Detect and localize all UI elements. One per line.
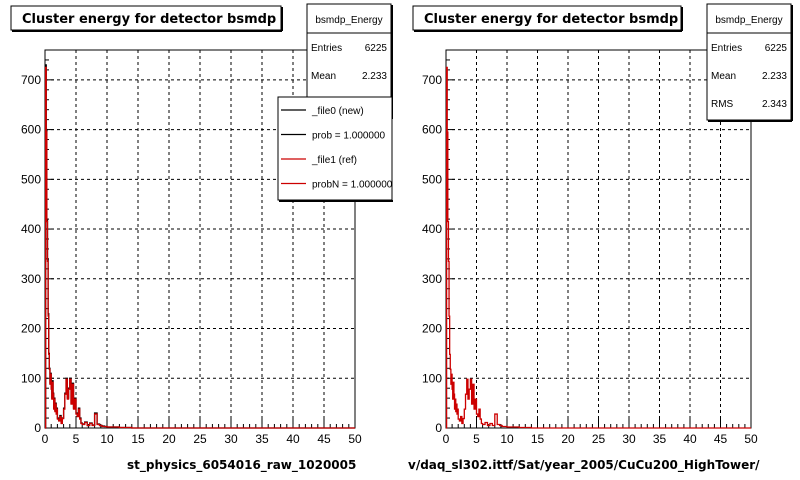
x-tick-label: 50 [348, 432, 362, 446]
x-tick-label: 5 [73, 432, 80, 446]
legend-entries: _file0 (new) prob = 1.000000 _file1 (ref) p… [281, 106, 393, 191]
stats-row-label: Mean [711, 71, 736, 82]
stats-row-value: 2.343 [762, 99, 787, 110]
legend-entry-text: probN = 1.000000 [312, 180, 393, 191]
x-tick-label: 30 [622, 432, 636, 446]
stats-box: bsmdp_Energy Entries 6225 Mean 2.233 RMS 2.343 [706, 3, 793, 122]
left-histogram-panel: Cluster energy for detector bsmdp 0 5 10 15… [10, 3, 393, 473]
histogram-series-line [44, 66, 355, 429]
plot-area: 0 5 10 15 20 25 30 35 40 45 5001002003004005006007… [422, 49, 758, 446]
chart-title: Cluster energy for detector bsmdp [22, 12, 276, 27]
x-tick-label: 15 [131, 432, 145, 446]
x-tick-label: 35 [653, 432, 667, 446]
y-tick-label: 400 [21, 222, 41, 236]
x-tick-label: 20 [162, 432, 176, 446]
y-tick-label: 300 [21, 272, 41, 286]
x-tick-label: 25 [193, 432, 207, 446]
y-tick-label: 600 [422, 123, 442, 137]
x-tick-label: 30 [224, 432, 238, 446]
x-tick-label: 0 [443, 432, 450, 446]
histogram-series-line [445, 66, 751, 429]
x-tick-label: 10 [500, 432, 514, 446]
legend-entry-text: prob = 1.000000 [312, 131, 386, 142]
x-axis-label: v/daq_sl302.ittf/Sat/year_2005/CuCu200_H… [408, 458, 760, 473]
stats-row-label: Mean [311, 71, 336, 82]
y-tick-label: 0 [34, 421, 41, 435]
y-tick-label: 700 [422, 73, 442, 87]
y-tick-label: 0 [435, 421, 442, 435]
x-axis-label: st_physics_6054016_raw_1020005 [127, 458, 356, 473]
x-tick-label: 25 [592, 432, 606, 446]
legend-box: _file0 (new) prob = 1.000000 _file1 (ref) p… [277, 96, 393, 202]
x-tick-label: 35 [255, 432, 269, 446]
stats-row-value: 6225 [365, 43, 388, 54]
title-box [10, 5, 282, 31]
x-tick-label: 40 [286, 432, 300, 446]
x-tick-label: 0 [42, 432, 49, 446]
y-tick-label: 200 [21, 322, 41, 336]
legend-entry-text: _file0 (new) [311, 106, 364, 117]
x-tick-label: 45 [317, 432, 331, 446]
x-tick-label: 45 [714, 432, 728, 446]
x-tick-label: 10 [100, 432, 114, 446]
y-tick-label: 100 [21, 371, 41, 385]
y-tick-label: 100 [422, 371, 442, 385]
y-tick-label: 300 [422, 272, 442, 286]
x-tick-label: 40 [683, 432, 697, 446]
legend-entry-text: _file1 (ref) [311, 155, 357, 166]
stats-name: bsmdp_Energy [315, 15, 382, 26]
y-tick-label: 200 [422, 322, 442, 336]
y-tick-label: 700 [21, 73, 41, 87]
x-tick-label: 15 [531, 432, 545, 446]
y-tick-label: 400 [422, 222, 442, 236]
stats-name: bsmdp_Energy [715, 15, 782, 26]
stats-row-label: RMS [711, 99, 734, 110]
right-histogram-panel: Cluster energy for detector bsmdp 0 5 10 15… [408, 3, 793, 473]
x-tick-label: 20 [561, 432, 575, 446]
y-tick-label: 600 [21, 123, 41, 137]
y-tick-label: 500 [21, 172, 41, 186]
stats-row-value: 2.233 [362, 71, 387, 82]
y-tick-label: 500 [422, 172, 442, 186]
stats-row-label: Entries [311, 43, 342, 54]
x-tick-label: 5 [473, 432, 480, 446]
chart-title: Cluster energy for detector bsmdp [424, 12, 678, 27]
stats-row-label: Entries [711, 43, 742, 54]
stats-row-value: 2.233 [762, 71, 787, 82]
stats-row-value: 6225 [765, 43, 788, 54]
x-tick-label: 50 [744, 432, 758, 446]
